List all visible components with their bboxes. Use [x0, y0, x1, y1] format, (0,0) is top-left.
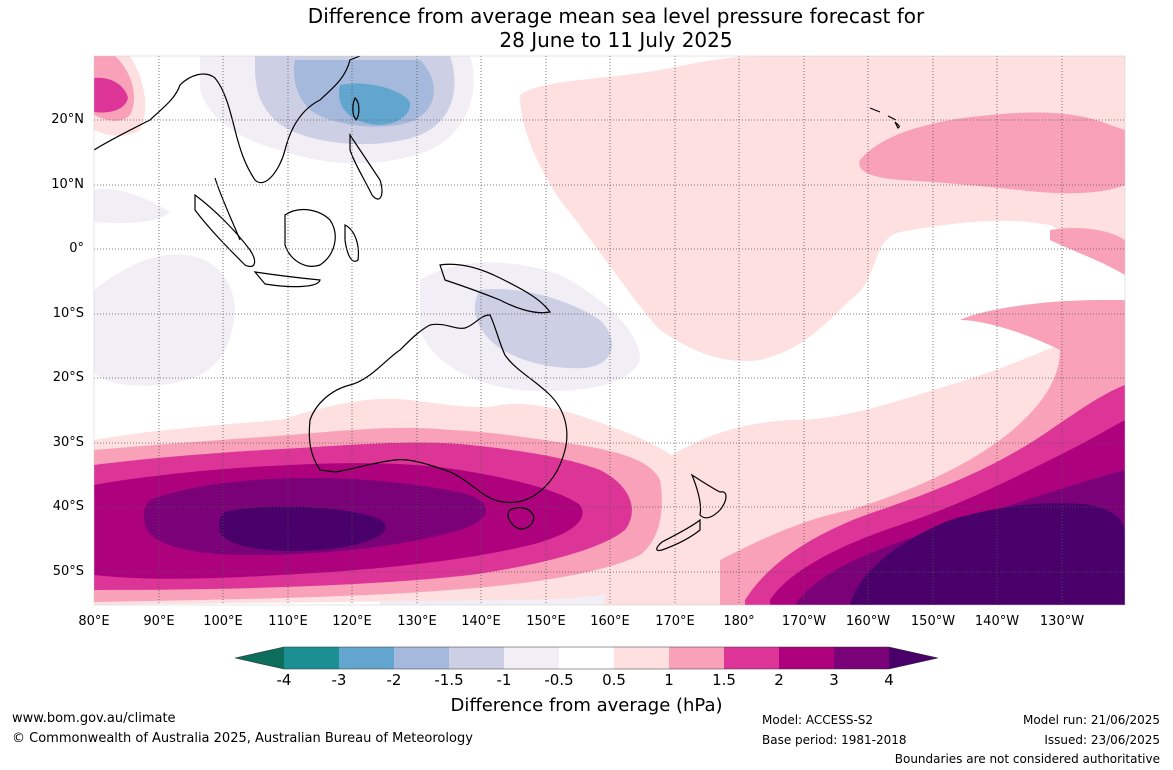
weak-negative-west-indian	[94, 254, 235, 386]
model-run-date: Model run: 21/06/2025	[1022, 713, 1160, 727]
lon-label-140e: 140°E	[461, 614, 501, 629]
lat-label-10s: 10°S	[52, 306, 84, 321]
base-period: Base period: 1981-2018	[762, 733, 907, 747]
asia-mainland-coastline	[94, 56, 361, 241]
map-frame	[93, 55, 1126, 606]
lon-label-150e: 150°E	[526, 614, 566, 629]
boundaries-disclaimer: Boundaries are not considered authoritat…	[894, 752, 1160, 766]
map-title: Difference from average mean sea level p…	[0, 4, 1173, 52]
new-guinea-coastline	[439, 263, 552, 314]
colorbar-tick: 2	[774, 671, 784, 689]
colorbar-bin-5	[504, 647, 559, 669]
positive-south-indian-core	[219, 506, 386, 552]
colorbar-bin-10	[779, 647, 834, 669]
sumatra-coastline	[194, 193, 256, 268]
colorbar-bin-11	[834, 647, 889, 669]
colorbar-bin-6	[559, 647, 614, 669]
lat-label-10n: 10°N	[51, 177, 84, 192]
colorbar-bin-9	[724, 647, 779, 669]
colorbar-tick: 1.5	[712, 671, 736, 689]
new-zealand-north-coastline	[690, 473, 727, 519]
lat-label-20s: 20°S	[52, 370, 84, 385]
lon-label-90e: 90°E	[143, 614, 175, 629]
lon-label-140w: 140°W	[974, 614, 1020, 629]
positive-south-pacific-core	[850, 503, 1125, 605]
lat-label-40s: 40°S	[52, 499, 84, 514]
lat-label-50s: 50°S	[52, 564, 84, 579]
lon-label-120e: 120°E	[332, 614, 372, 629]
lon-label-100e: 100°E	[203, 614, 243, 629]
lon-label-160w: 160°W	[845, 614, 891, 629]
lon-label-160e: 160°E	[590, 614, 630, 629]
borneo-coastline	[284, 208, 336, 267]
weak-negative-tropical-indian	[94, 189, 170, 224]
copyright-text: © Commonwealth of Australia 2025, Austra…	[12, 731, 473, 746]
lon-label-180: 180°	[723, 614, 755, 629]
colorbar-bin-1	[284, 647, 339, 669]
positive-northwest-core	[94, 77, 128, 113]
lon-label-130e: 130°E	[397, 614, 437, 629]
positive-central-pacific	[1050, 228, 1125, 275]
lat-label-0: 0°	[69, 241, 84, 256]
lon-label-170w: 170°W	[781, 614, 827, 629]
anomaly-shading	[94, 56, 1125, 605]
colorbar-tick: -2	[386, 671, 402, 689]
coastlines	[94, 56, 900, 552]
colorbar-outline	[234, 646, 939, 670]
hawaii-coastline	[869, 107, 900, 129]
sulawesi-coastline	[344, 224, 360, 262]
java-coastline	[253, 271, 321, 288]
positive-north-pacific-inner	[859, 112, 1125, 194]
lat-label-20n: 20°N	[51, 112, 84, 127]
title-line-2: 28 June to 11 July 2025	[499, 28, 733, 52]
colorbar-tick: 4	[884, 671, 894, 689]
colorbar-bin-4	[449, 647, 504, 669]
tasmania-coastline	[507, 507, 535, 530]
colorbar-tick: -0.5	[544, 671, 574, 689]
lon-label-170e: 170°E	[655, 614, 695, 629]
lat-label-30s: 30°S	[52, 435, 84, 450]
lon-label-80e: 80°E	[78, 614, 110, 629]
lon-label-110e: 110°E	[268, 614, 308, 629]
new-zealand-south-coastline	[656, 518, 701, 552]
model-name: Model: ACCESS-S2	[762, 713, 874, 727]
colorbar-extend-low	[235, 647, 284, 669]
colorbar-tick: -4	[276, 671, 292, 689]
colorbar-tick: -3	[331, 671, 347, 689]
issued-date: Issued: 23/06/2025	[1044, 733, 1160, 747]
australia-coastline	[308, 314, 568, 504]
lon-label-130w: 130°W	[1039, 614, 1085, 629]
colorbar-tick: 3	[829, 671, 839, 689]
colorbar-bin-8	[669, 647, 724, 669]
colorbar-title: Difference from average (hPa)	[450, 695, 723, 716]
colorbar-tick: 0.5	[602, 671, 626, 689]
colorbar-bin-2	[339, 647, 394, 669]
title-line-1: Difference from average mean sea level p…	[307, 4, 925, 28]
philippines-coastline	[349, 133, 383, 200]
colorbar-extend-high	[889, 647, 938, 669]
colorbar-tick: 1	[664, 671, 674, 689]
graticule	[94, 56, 1125, 605]
colorbar	[234, 646, 939, 670]
colorbar-tick: -1	[496, 671, 512, 689]
website-link[interactable]: www.bom.gov.au/climate	[12, 711, 176, 726]
lon-label-150w: 150°W	[910, 614, 956, 629]
colorbar-bin-7	[614, 647, 669, 669]
colorbar-tick: -1.5	[434, 671, 464, 689]
colorbar-bin-3	[394, 647, 449, 669]
negative-coral-sea-core	[474, 289, 612, 369]
negative-nw-pacific-core	[339, 83, 411, 125]
